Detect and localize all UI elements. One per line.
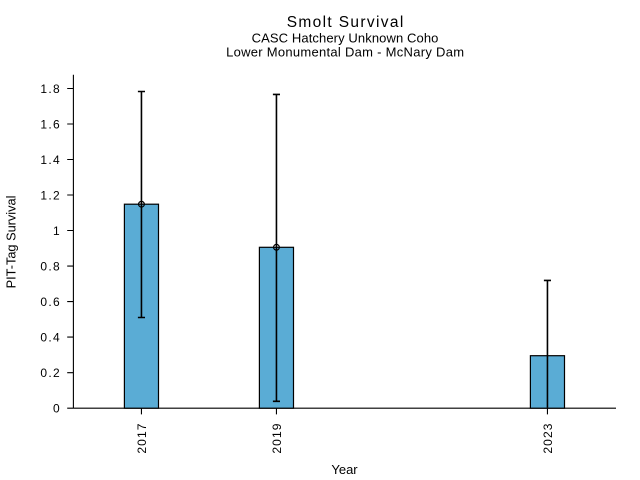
svg-text:2017: 2017 [135,422,149,453]
svg-text:1.4: 1.4 [40,153,61,167]
svg-text:1: 1 [53,224,61,238]
svg-text:1.6: 1.6 [40,117,61,131]
svg-text:1.2: 1.2 [40,188,61,202]
svg-text:Year: Year [331,462,358,477]
svg-text:Smolt Survival: Smolt Survival [287,14,405,31]
svg-text:CASC Hatchery Unknown Coho: CASC Hatchery Unknown Coho [252,31,439,46]
svg-text:Lower Monumental Dam - McNary: Lower Monumental Dam - McNary Dam [226,45,464,60]
svg-text:2019: 2019 [270,422,284,453]
svg-text:1.8: 1.8 [40,82,61,96]
svg-text:2023: 2023 [541,422,555,453]
svg-text:0.6: 0.6 [40,295,61,309]
svg-text:0.8: 0.8 [40,259,61,273]
svg-text:PIT-Tag Survival: PIT-Tag Survival [3,196,18,289]
svg-text:0.4: 0.4 [40,330,61,344]
svg-text:0.2: 0.2 [40,366,61,380]
svg-text:0: 0 [53,402,61,416]
